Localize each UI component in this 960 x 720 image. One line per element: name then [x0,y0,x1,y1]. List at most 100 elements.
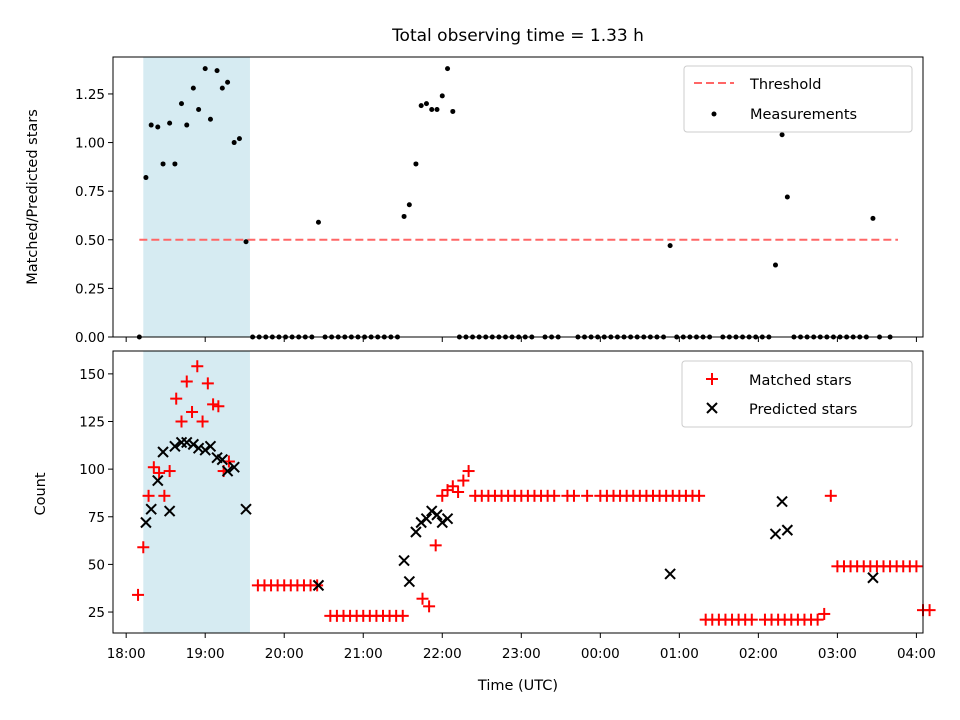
matched-star-point [446,480,459,493]
measurement-point [184,122,190,128]
matched-star-point [142,489,155,502]
predicted-star-d2 [769,528,782,540]
measurement-point [784,194,790,200]
predicted-star-point [436,516,448,529]
matched-star-point [462,465,475,478]
bottom-y-tick-label: 75 [88,510,105,526]
predicted-star-point [867,572,879,584]
x-tick-label: 01:00 [660,646,699,662]
predicted-star-d2 [867,572,879,584]
measurement-point [214,68,220,74]
measurement-point [225,79,231,85]
measurement-point [439,93,445,99]
top-shaded-span [143,57,250,337]
matched-star-point [581,489,594,502]
matched-star-point [158,489,171,502]
bottom-shaded-span [143,351,250,633]
matched-star-point [548,489,561,502]
measurement-point [167,120,173,126]
predicted-star-d2 [187,438,200,451]
predicted-star-d2 [181,436,193,449]
predicted-star-d2 [441,512,454,525]
legend-matched-label: Matched stars [749,373,852,389]
measurement-point [178,101,184,107]
matched-star-point [132,588,145,601]
bottom-y-axis-label: Count [33,472,49,515]
bottom-legend: Matched stars Predicted stars [681,360,913,428]
measurement-point [315,219,321,225]
measurement-point [779,132,785,138]
x-tick-label: 20:00 [265,646,304,662]
matched-star-point [186,405,199,418]
top-y-axis-label: Matched/Predicted stars [25,109,41,285]
predicted-star-d2 [426,505,438,517]
predicted-star-point [216,453,229,466]
predicted-star-point [426,505,438,517]
predicted-star-point [664,568,676,580]
legend-threshold-label: Threshold [749,77,821,93]
x-tick-label: 23:00 [502,646,541,662]
legend-matched-swatch [706,373,718,385]
chart-title: Total observing time = 1.33 h [391,26,644,46]
matched-stars-points [132,360,936,626]
bottom-y-tick-label: 50 [88,557,105,573]
matched-star-point [452,486,465,498]
top-y-tick-label: 0.50 [75,233,105,249]
matched-star-point [201,377,214,390]
measurement-point [772,262,778,268]
predicted-star-d2 [776,495,788,508]
matched-star-point [693,489,706,502]
matched-star-point [423,600,436,613]
x-axis-label: Time (UTC) [477,678,558,694]
legend-predicted-label: Predicted stars [749,402,857,418]
predicted-star-point [163,505,176,517]
predicted-star-d2 [403,575,416,588]
measurement-point [243,239,249,245]
measurement-point [172,161,178,167]
measurement-point [667,243,673,249]
matched-star-point [196,415,209,428]
x-tick-label: 02:00 [739,646,778,662]
predicted-star-point [776,495,788,508]
x-tick-label: 00:00 [581,646,620,662]
measurement-point [148,122,154,128]
x-tick-label: 03:00 [818,646,857,662]
predicted-star-point [403,575,416,588]
measurement-point [196,107,202,112]
matched-star-point [416,592,429,605]
predicted-star-d2 [781,524,794,536]
top-y-tick-label: 1.00 [75,136,105,152]
predicted-star-point [240,503,252,515]
predicted-star-d2 [163,505,176,517]
matched-star-point [170,392,183,405]
matched-star-point [923,604,936,617]
x-tick-label: 18:00 [107,646,146,662]
bottom-axes-frame [112,350,924,634]
predicted-star-d2 [431,509,443,521]
legend-measurements-swatch [711,111,717,117]
predicted-star-d2 [145,503,157,515]
measurement-point [870,215,876,221]
predicted-star-point [410,526,422,538]
predicted-star-point [192,442,205,454]
predicted-star-d2 [204,440,217,452]
predicted-star-point [140,516,152,529]
matched-star-point [175,415,188,428]
predicted-star-d2 [420,512,433,525]
predicted-star-point [221,465,234,477]
predicted-star-point [398,554,410,567]
predicted-star-point [187,438,200,451]
predicted-star-point [441,512,454,525]
predicted-star-d2 [199,444,211,456]
matched-star-point [818,607,831,620]
matched-star-point [396,609,409,622]
matched-star-point [207,398,220,411]
matched-star-point [153,466,166,479]
matched-star-point [567,489,580,502]
predicted-star-point [312,579,325,592]
predicted-star-d2 [157,446,169,458]
measurement-point [160,161,166,167]
predicted-star-d2 [410,526,422,538]
predicted-star-point [152,474,164,487]
